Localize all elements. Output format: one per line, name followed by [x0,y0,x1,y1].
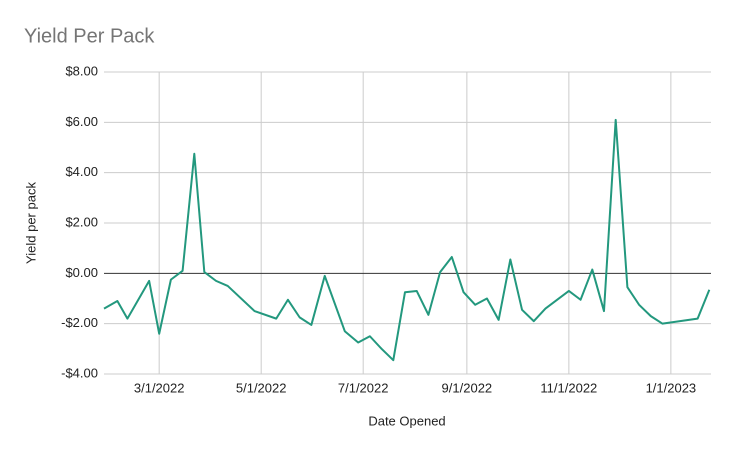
y-axis-label: Yield per pack [23,182,38,264]
x-tick-label: 11/1/2022 [540,380,597,395]
data-line [103,118,711,362]
x-tick-label: 5/1/2022 [236,380,287,395]
x-tick-label: 1/1/2023 [646,380,697,395]
y-tick-label: $0.00 [65,265,98,280]
x-tick-label: 9/1/2022 [442,380,493,395]
chart-title: Yield Per Pack [24,25,155,47]
y-tick-label: -$2.00 [61,315,98,330]
y-tick-label: $6.00 [65,114,98,129]
x-tick-label: 7/1/2022 [338,380,389,395]
y-tick-label: -$4.00 [61,365,98,380]
y-tick-label: $2.00 [65,214,98,229]
y-tick-label: $8.00 [65,63,98,78]
x-axis-label: Date Opened [368,413,445,428]
y-tick-label: $4.00 [65,164,98,179]
x-tick-label: 3/1/2022 [134,380,185,395]
